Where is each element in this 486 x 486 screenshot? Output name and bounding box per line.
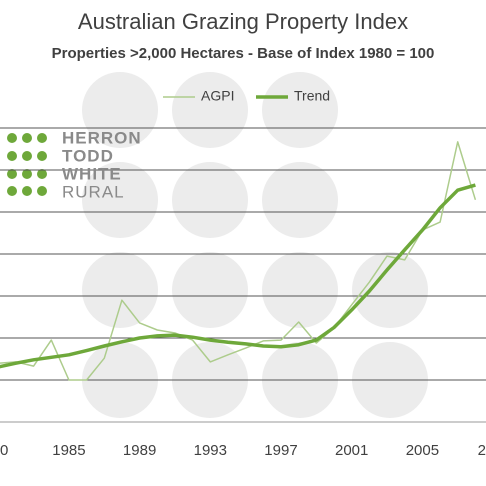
logo-text: HERRON [62,128,142,147]
logo [7,133,47,196]
watermark [82,72,428,418]
logo-text: WHITE [62,164,122,183]
series-line [0,183,476,369]
x-tick-label: 2 [478,442,486,459]
x-tick-label: 2001 [335,442,368,459]
x-tick-label: 1993 [194,442,227,459]
x-tick-label: 1997 [264,442,297,459]
series-line [0,141,477,381]
chart-title: Australian Grazing Property Index [78,9,408,34]
legend-label: Trend [294,88,330,104]
logo-text: TODD [62,146,114,165]
x-tick-label: 1989 [123,442,156,459]
x-tick-label: 2005 [406,442,439,459]
x-tick-label: 0 [0,442,8,459]
logo-text: RURAL [62,182,125,201]
x-tick-label: 1985 [52,442,85,459]
legend-label: AGPI [201,88,234,104]
chart-subtitle: Properties >2,000 Hectares - Base of Ind… [52,45,435,62]
